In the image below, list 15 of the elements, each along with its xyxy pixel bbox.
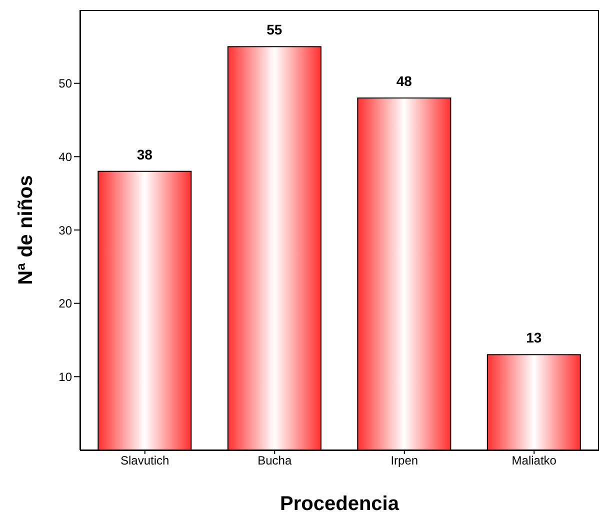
y-tick-label: 10 (58, 370, 72, 384)
y-axis-title: Nª de niños (15, 175, 38, 285)
x-tick-label: Maliatko (512, 454, 557, 468)
data-label: 55 (266, 22, 282, 38)
x-tick-label: Irpen (390, 454, 418, 468)
y-tick-label: 20 (58, 296, 72, 311)
y-tick-label: 30 (58, 223, 72, 238)
x-tick-label: Bucha (258, 454, 292, 468)
y-tick-label: 50 (58, 76, 72, 91)
data-label: 13 (526, 330, 542, 346)
x-tick-label: Slavutich (120, 454, 170, 468)
data-label: 38 (136, 146, 153, 162)
x-axis-title: Procedencia (280, 493, 400, 515)
y-tick-label: 40 (58, 150, 72, 164)
data-label: 48 (396, 73, 412, 89)
